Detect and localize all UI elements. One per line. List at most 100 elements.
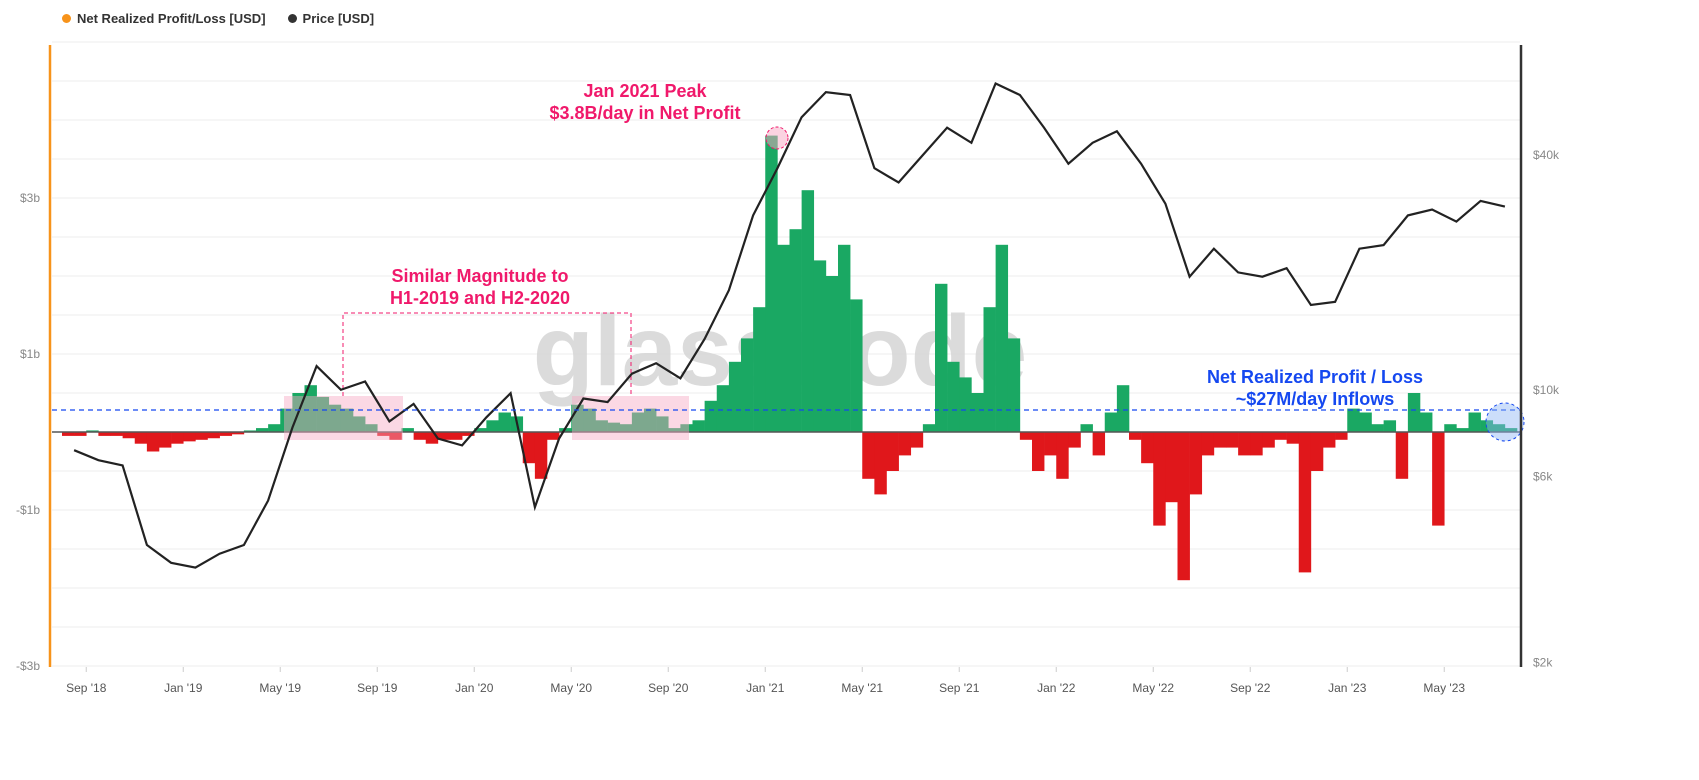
loss-bar <box>389 432 402 440</box>
loss-bar <box>534 432 548 479</box>
profit-bar <box>971 393 984 432</box>
profit-bar <box>243 430 257 432</box>
profit-bar <box>813 260 827 432</box>
profit-bar <box>801 190 815 432</box>
loss-bar <box>1226 432 1239 448</box>
right-tick-label: $40k <box>1533 148 1560 162</box>
annotation-line: Net Realized Profit / Loss <box>1206 367 1424 387</box>
profit-loss-bars <box>62 135 1518 581</box>
x-tick-label: Sep '19 <box>357 681 398 695</box>
profit-bar <box>498 412 511 432</box>
profit-bar <box>1492 424 1506 432</box>
legend: Net Realized Profit/Loss [USD] Price [US… <box>62 11 374 26</box>
profit-bar <box>644 408 657 432</box>
profit-bar <box>728 361 742 432</box>
profit-bar <box>935 283 948 432</box>
loss-bar <box>98 432 111 436</box>
legend-item-profit-loss[interactable]: Net Realized Profit/Loss [USD] <box>62 11 266 26</box>
profit-bar <box>256 428 269 432</box>
loss-bar <box>425 432 439 444</box>
profit-bar <box>353 416 366 432</box>
profit-bar <box>1359 412 1372 432</box>
price-line <box>73 82 1506 569</box>
x-tick-label: Jan '19 <box>164 681 203 695</box>
left-tick-label: -$1b <box>16 503 40 517</box>
profit-bar <box>86 430 99 432</box>
profit-bar <box>1444 424 1457 432</box>
right-tick-label: $6k <box>1533 469 1553 483</box>
x-axis-ticks: Sep '18 Jan '19 May '19 Sep '19 Jan '20 May '… <box>66 667 1465 695</box>
loss-bar <box>1129 432 1142 440</box>
legend-label: Price [USD] <box>302 11 375 26</box>
profit-bar <box>365 424 378 432</box>
highlight-h2-2020 <box>572 396 689 440</box>
right-axis-ticks: $40k $10k $6k $2k <box>1533 148 1560 669</box>
loss-bar <box>1238 432 1251 456</box>
x-tick-label: Sep '22 <box>1230 681 1271 695</box>
profit-bar <box>486 420 499 432</box>
loss-bar <box>462 432 475 436</box>
loss-bar <box>1165 432 1178 503</box>
profit-bar <box>474 428 487 432</box>
loss-bar <box>1177 432 1190 581</box>
profit-bar <box>328 404 342 432</box>
profit-bar <box>631 412 645 432</box>
x-tick-label: Jan '21 <box>746 681 785 695</box>
profit-bar <box>922 424 936 432</box>
loss-bar <box>522 432 536 464</box>
loss-bar <box>862 432 875 479</box>
profit-bar <box>668 428 681 432</box>
loss-bar <box>219 432 233 436</box>
x-tick-label: May '22 <box>1132 681 1174 695</box>
profit-bar <box>765 135 778 432</box>
profit-bar <box>583 408 596 432</box>
profit-bar <box>850 299 863 432</box>
loss-bar <box>1056 432 1069 479</box>
profit-bar <box>340 408 354 432</box>
loss-bar <box>910 432 924 448</box>
left-tick-label: $1b <box>20 347 40 361</box>
loss-bar <box>1019 432 1033 440</box>
profit-bar <box>1383 420 1397 432</box>
profit-bar <box>656 416 669 432</box>
annotation-line: Jan 2021 Peak <box>583 81 707 101</box>
loss-bar <box>1201 432 1215 456</box>
annotation-line: ~$27M/day Inflows <box>1235 389 1395 409</box>
profit-bar <box>316 396 330 432</box>
highlight-h1-2019 <box>284 396 403 440</box>
loss-bar <box>1335 432 1348 440</box>
profit-bar <box>983 307 996 432</box>
annotation-line: $3.8B/day in Net Profit <box>549 103 741 123</box>
legend-dot-icon <box>287 14 297 23</box>
loss-bar <box>886 432 899 471</box>
x-tick-label: May '23 <box>1423 681 1465 695</box>
profit-bar <box>1456 428 1469 432</box>
profit-bar <box>1420 412 1433 432</box>
profit-bar <box>838 244 851 432</box>
profit-bar <box>1504 428 1518 432</box>
loss-bar <box>110 432 123 436</box>
loss-bar <box>231 432 245 435</box>
loss-bar <box>74 432 87 436</box>
loss-bar <box>1298 432 1312 573</box>
profit-bar <box>1468 412 1481 432</box>
loss-bar <box>437 432 451 440</box>
loss-bar <box>1250 432 1263 456</box>
annotation-peak: Jan 2021 Peak $3.8B/day in Net Profit <box>530 80 760 124</box>
profit-bar <box>692 420 705 432</box>
legend-item-price[interactable]: Price [USD] <box>287 11 375 26</box>
loss-bar <box>1092 432 1106 456</box>
loss-bar <box>183 432 196 442</box>
loss-bar <box>1323 432 1336 448</box>
similar-bracket <box>342 312 632 396</box>
x-tick-label: Jan '23 <box>1328 681 1367 695</box>
loss-bar <box>146 432 160 452</box>
annotation-line: H1-2019 and H2-2020 <box>389 288 571 308</box>
profit-bar <box>268 424 281 432</box>
x-tick-label: Sep '18 <box>66 681 107 695</box>
profit-bar <box>1116 385 1130 432</box>
loss-bar <box>1274 432 1287 440</box>
profit-bar <box>741 338 754 432</box>
x-tick-label: May '19 <box>259 681 301 695</box>
